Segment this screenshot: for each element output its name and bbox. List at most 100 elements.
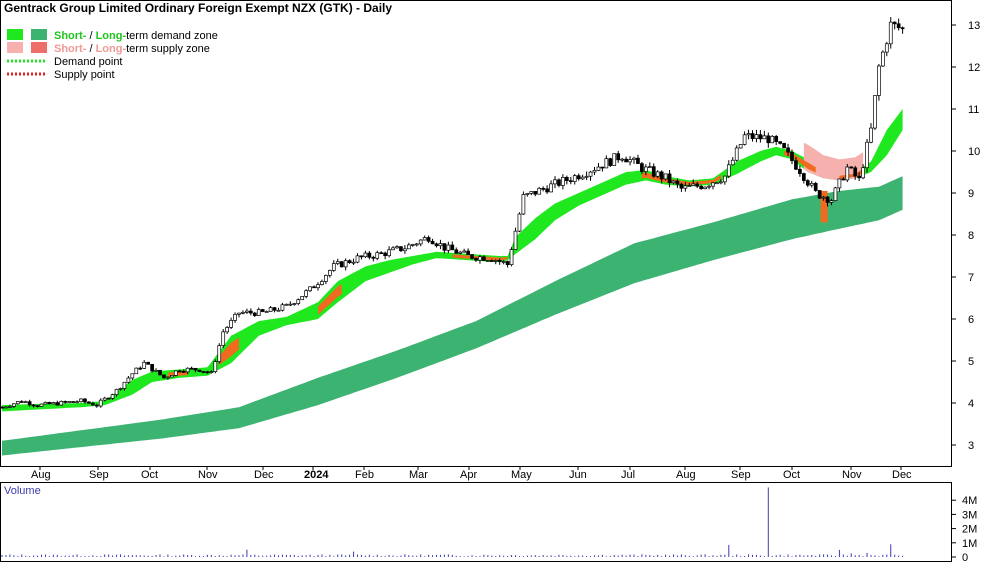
- candle-body: [23, 401, 28, 404]
- candle-body: [233, 313, 237, 321]
- volume-tick-label: 0: [962, 552, 968, 562]
- date-tick-label: 2024: [304, 469, 329, 481]
- candle-body: [434, 243, 439, 247]
- date-tick-label: Apr: [460, 469, 477, 481]
- candle-body: [264, 311, 269, 313]
- candle-body: [347, 260, 352, 263]
- candle-body: [695, 183, 700, 187]
- supply-bar: [820, 190, 828, 223]
- candle-body: [715, 182, 719, 185]
- candle-body: [770, 136, 775, 144]
- candle-body: [501, 261, 506, 263]
- date-tick-label: Sep: [731, 469, 751, 481]
- candle-body: [592, 170, 597, 173]
- candle-body: [27, 401, 32, 406]
- date-tick-label: Dec: [892, 469, 912, 481]
- candle-body: [541, 187, 546, 190]
- candle-body: [746, 133, 751, 136]
- date-tick-label: Nov: [198, 469, 218, 481]
- date-tick-label: Oct: [783, 469, 800, 481]
- candle-body: [478, 256, 482, 261]
- candle-body: [462, 250, 466, 253]
- candle-body: [39, 403, 44, 407]
- candle-body: [517, 213, 522, 232]
- candle-body: [624, 158, 628, 163]
- candle-body: [339, 261, 344, 268]
- candle-body: [861, 167, 865, 179]
- candle-body: [643, 166, 648, 172]
- candle-body: [493, 260, 498, 262]
- candle-body: [529, 191, 534, 194]
- candle-body: [651, 166, 656, 177]
- candle-body: [177, 370, 182, 373]
- candle-body: [355, 255, 360, 263]
- candle-body: [260, 309, 265, 312]
- candle-body: [568, 180, 573, 182]
- candle-body: [549, 183, 553, 193]
- candle-body: [201, 371, 206, 373]
- date-tick-label: Feb: [355, 469, 374, 481]
- chart-title: Gentrack Group Limited Ordinary Foreign …: [4, 1, 392, 15]
- candle-body: [292, 303, 297, 305]
- candle-body: [679, 183, 684, 189]
- candle-body: [683, 185, 688, 189]
- candle-body: [884, 43, 889, 53]
- candle-body: [4, 406, 8, 409]
- candle-body: [426, 237, 431, 242]
- candle-body: [865, 141, 869, 169]
- legend-supply-point: Supply point: [54, 69, 115, 81]
- candle-body: [51, 402, 56, 405]
- candle-body: [110, 394, 115, 399]
- price-tick-label: 5: [968, 356, 974, 368]
- supply-segment: [318, 284, 342, 315]
- candle-body: [446, 244, 451, 251]
- candle-body: [794, 160, 798, 170]
- candle-body: [15, 401, 20, 405]
- candle-body: [308, 286, 312, 292]
- candle-body: [59, 401, 64, 406]
- candle-body: [545, 188, 549, 193]
- candle-body: [525, 193, 530, 195]
- candle-body: [805, 180, 810, 186]
- price-tick-label: 13: [968, 20, 980, 32]
- candle-body: [395, 246, 399, 249]
- candle-body: [272, 307, 277, 311]
- candle-body: [809, 183, 814, 186]
- candle-body: [193, 367, 198, 371]
- candle-body: [422, 237, 427, 241]
- short-zone-band: [2, 109, 903, 412]
- candle-body: [241, 311, 245, 314]
- candle-body: [43, 402, 48, 405]
- chart-legend: Short- / Long-term demand zone Short- / …: [7, 29, 218, 81]
- long-term-demand-zone: [2, 176, 903, 456]
- candle-body: [782, 143, 786, 149]
- candle-body: [600, 166, 605, 169]
- volume-tick-label: 2M: [962, 524, 977, 536]
- candle-body: [205, 371, 210, 374]
- legend-swatch-short-demand: [7, 29, 23, 40]
- candle-body: [553, 179, 557, 185]
- candle-body: [821, 196, 826, 199]
- candle-body: [106, 397, 111, 400]
- candle-body: [584, 175, 589, 178]
- supply-zone-segments: [167, 142, 864, 378]
- candle-body: [304, 290, 308, 297]
- candle-body: [521, 194, 526, 215]
- candle-body: [675, 180, 680, 185]
- candle-body: [442, 243, 447, 251]
- candle-body: [509, 249, 514, 266]
- volume-label: Volume: [4, 485, 41, 497]
- candle-body: [31, 404, 36, 407]
- candle-body: [387, 249, 391, 257]
- candle-body: [383, 252, 387, 257]
- date-tick-label: Dec: [254, 469, 274, 481]
- candle-body: [659, 171, 664, 180]
- candle-body: [181, 371, 186, 373]
- candle-body: [320, 281, 324, 285]
- candle-body: [691, 183, 696, 186]
- candle-body: [150, 363, 154, 372]
- candle-body: [134, 367, 139, 375]
- candle-body: [87, 401, 91, 404]
- date-tick-label: Sep: [89, 469, 109, 481]
- legend-demand-point: Demand point: [54, 56, 123, 68]
